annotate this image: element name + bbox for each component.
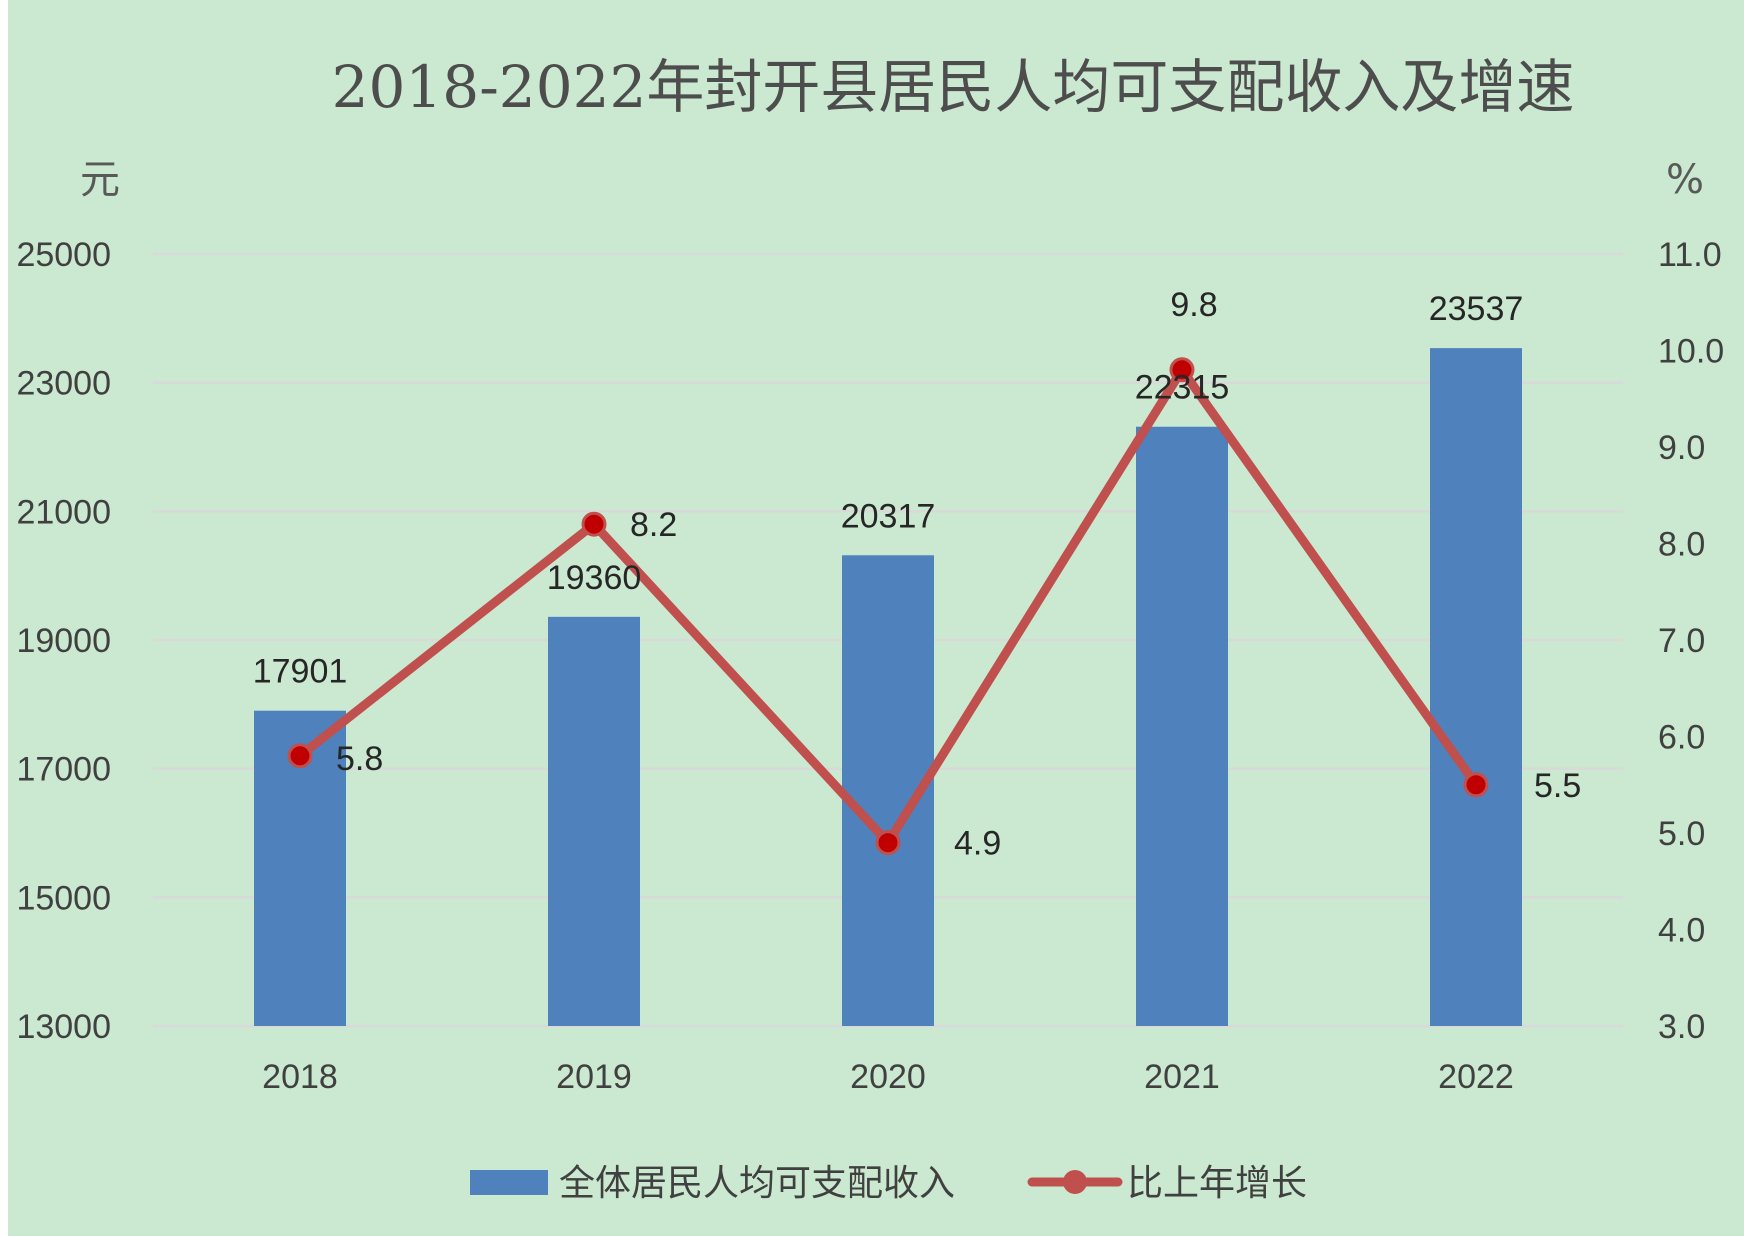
legend-label-line: 比上年增长: [1127, 1163, 1307, 1204]
legend-swatch-marker: [1063, 1170, 1087, 1194]
chart-title: 2018-2022年封开县居民人均可支配收入及增速: [332, 53, 1575, 121]
right-tick-label: 4.0: [1658, 912, 1705, 950]
left-axis-ticks: 13000 15000 17000 19000 21000 23000 25000: [16, 236, 111, 1046]
bar-value-label: 20317: [841, 497, 936, 535]
legend: 全体居民人均可支配收入 比上年增长: [470, 1163, 1307, 1204]
bar-series: [254, 348, 1522, 1027]
chart-container: 2018-2022年封开县居民人均可支配收入及增速 元 % 13000 15000…: [8, 0, 1744, 1236]
x-tick-label: 2018: [262, 1058, 338, 1096]
x-tick-label: 2019: [556, 1058, 632, 1096]
right-tick-label: 11.0: [1658, 236, 1722, 274]
left-tick-label: 25000: [16, 236, 111, 274]
bar-value-label: 19360: [547, 559, 642, 597]
x-axis-ticks: 2018 2019 2020 2021 2022: [262, 1058, 1514, 1096]
right-tick-label: 3.0: [1658, 1008, 1705, 1046]
legend-label-bar: 全体居民人均可支配收入: [559, 1163, 955, 1204]
right-tick-label: 8.0: [1658, 526, 1705, 564]
line-value-label: 5.5: [1534, 767, 1581, 805]
bar: [1430, 348, 1522, 1027]
right-axis-ticks: 3.0 4.0 5.0 6.0 7.0 8.0 9.0 10.0 11.0: [1658, 236, 1724, 1046]
left-tick-label: 17000: [16, 751, 111, 789]
bar: [1136, 426, 1228, 1026]
line-point: [581, 511, 607, 537]
bar-value-label: 17901: [253, 653, 348, 691]
line-value-label: 4.9: [954, 825, 1001, 863]
bar-value-label: 23537: [1429, 290, 1524, 328]
line-value-label: 5.8: [336, 740, 383, 778]
right-tick-label: 9.0: [1658, 429, 1705, 467]
line-series: [287, 357, 1489, 856]
right-tick-label: 7.0: [1658, 622, 1705, 660]
line-point: [1169, 357, 1195, 383]
left-tick-label: 23000: [16, 365, 111, 403]
line-point: [287, 743, 313, 769]
bar-value-label: 22315: [1135, 369, 1230, 407]
x-tick-label: 2022: [1438, 1058, 1514, 1096]
left-tick-label: 21000: [16, 493, 111, 531]
data-labels: 17901 19360 20317 22315 23537 5.8 8.2 4.9 9.8 5.5: [253, 286, 1582, 863]
right-tick-label: 10.0: [1658, 333, 1724, 371]
line-point: [1463, 772, 1489, 798]
line-value-label: 8.2: [630, 506, 677, 544]
right-tick-label: 5.0: [1658, 815, 1705, 853]
line-value-label: 9.8: [1170, 286, 1217, 324]
line-point: [875, 830, 901, 856]
left-tick-label: 15000: [16, 879, 111, 917]
right-tick-label: 6.0: [1658, 719, 1705, 757]
x-tick-label: 2021: [1144, 1058, 1220, 1096]
left-axis-unit: 元: [80, 157, 120, 203]
x-tick-label: 2020: [850, 1058, 926, 1096]
bar: [548, 616, 640, 1026]
left-tick-label: 13000: [16, 1008, 111, 1046]
right-axis-unit: %: [1666, 157, 1704, 203]
left-tick-label: 19000: [16, 622, 111, 660]
legend-swatch-bar: [470, 1170, 548, 1195]
combo-chart: 2018-2022年封开县居民人均可支配收入及增速 元 % 13000 15000…: [16, 53, 1724, 1204]
